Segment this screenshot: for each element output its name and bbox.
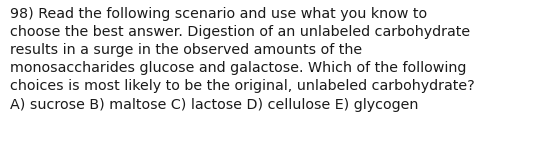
Text: 98) Read the following scenario and use what you know to
choose the best answer.: 98) Read the following scenario and use …: [10, 7, 475, 112]
